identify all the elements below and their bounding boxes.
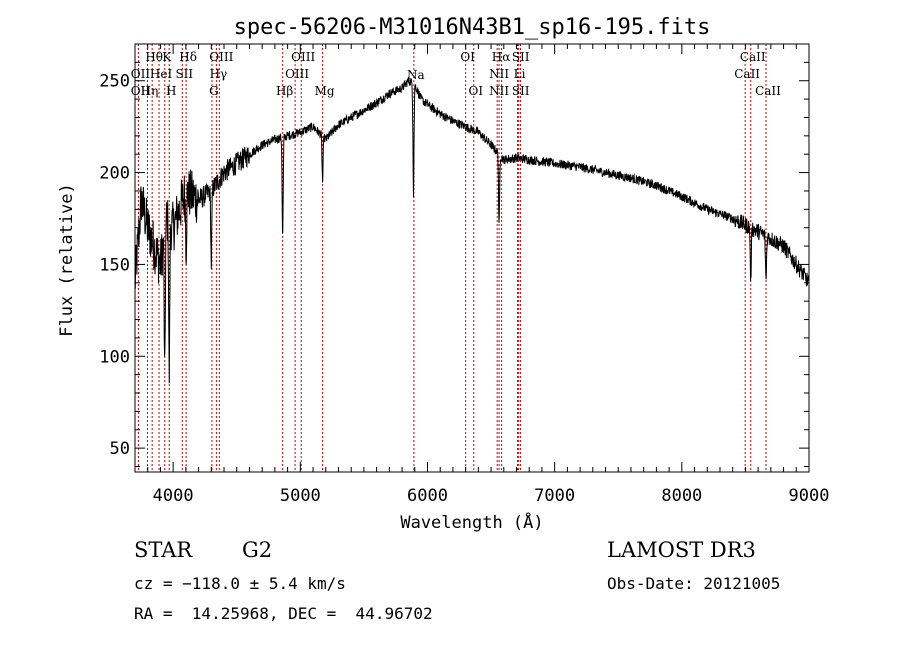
spectral-line-label: H bbox=[166, 84, 176, 98]
spectral-line-label: Hα bbox=[492, 50, 511, 64]
spectral-line-label: OI bbox=[468, 84, 483, 98]
object-class: STAR bbox=[134, 538, 193, 562]
spectral-line-label: Hη bbox=[141, 84, 159, 98]
redshift-label: cz = −118.0 ± 5.4 km/s bbox=[134, 574, 346, 593]
spectral-line-label: OII bbox=[131, 84, 151, 98]
x-tick-label: 6000 bbox=[407, 486, 448, 506]
spectral-line-label: CaII bbox=[734, 67, 760, 81]
x-tick-label: 8000 bbox=[661, 486, 702, 506]
x-tick-label: 9000 bbox=[789, 486, 830, 506]
y-axis-label: Flux (relative) bbox=[57, 183, 77, 337]
x-axis-label: Wavelength (Å) bbox=[400, 511, 543, 533]
spectral-line-label: OIII bbox=[291, 50, 315, 64]
survey-label: LAMOST DR3 bbox=[607, 538, 756, 562]
spectral-line-label: OIII bbox=[285, 67, 309, 81]
coordinates-label: RA = 14.25968, DEC = 44.96702 bbox=[134, 604, 433, 623]
obs-date-label: Obs-Date: 20121005 bbox=[607, 574, 781, 593]
spectral-line-label: CaII bbox=[740, 50, 766, 64]
spectral-line-label: Li bbox=[514, 67, 526, 81]
spectral-line-label: Hθ bbox=[145, 50, 163, 64]
spectral-line-label: CaII bbox=[755, 84, 781, 98]
spectral-line-label: SII bbox=[512, 84, 530, 98]
spectrum-series-line bbox=[134, 76, 810, 384]
y-tick-label: 200 bbox=[99, 164, 130, 184]
spectral-line-label: Hγ bbox=[210, 67, 228, 81]
spectral-line-label: OI bbox=[460, 50, 475, 64]
chart-title: spec-56206-M31016N43B1_sp16-195.fits bbox=[234, 15, 711, 40]
y-tick-label: 50 bbox=[110, 439, 130, 459]
spectral-line-label: SII bbox=[512, 50, 530, 64]
x-tick-label: 4000 bbox=[153, 486, 194, 506]
spectral-line-label: SII bbox=[175, 67, 193, 81]
x-axis: 4000 5000 6000 7000 8000 9000 bbox=[134, 44, 830, 506]
plot-frame bbox=[134, 43, 810, 473]
y-tick-label: 100 bbox=[99, 347, 130, 367]
spectral-line-label: Hδ bbox=[179, 50, 197, 64]
spectral-line-label: Mg bbox=[315, 84, 335, 98]
spectral-line-label: G bbox=[209, 84, 219, 98]
spectral-line-label: OII bbox=[131, 67, 151, 81]
spectral-line-label: OIII bbox=[209, 50, 233, 64]
x-tick-label: 5000 bbox=[280, 486, 321, 506]
y-axis: 50 100 150 200 250 bbox=[99, 43, 809, 467]
x-tick-label: 7000 bbox=[534, 486, 575, 506]
spectral-line-label: K bbox=[162, 50, 172, 64]
spectral-line-label: Hβ bbox=[276, 84, 293, 98]
object-subclass: G2 bbox=[242, 538, 273, 562]
spectral-line-label: NII bbox=[489, 67, 509, 81]
y-tick-label: 150 bbox=[99, 255, 130, 275]
spectral-line-markers bbox=[137, 44, 767, 472]
spectral-line-label: NII bbox=[489, 84, 509, 98]
y-tick-label: 250 bbox=[99, 72, 130, 92]
spectral-line-label: HeI bbox=[150, 67, 173, 81]
